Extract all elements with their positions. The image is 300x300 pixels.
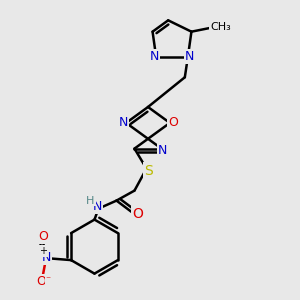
Text: N: N: [118, 116, 128, 129]
Text: N: N: [149, 50, 159, 63]
Text: N: N: [185, 50, 194, 63]
Text: O: O: [38, 230, 48, 243]
Text: S: S: [144, 164, 153, 178]
Text: O: O: [132, 207, 143, 220]
Text: H: H: [86, 196, 95, 206]
Text: N: N: [158, 144, 167, 157]
Text: N: N: [41, 250, 51, 264]
Text: ⁻: ⁻: [46, 275, 51, 285]
Text: O: O: [168, 116, 178, 129]
Text: +: +: [39, 246, 47, 256]
Text: N: N: [93, 200, 102, 213]
Text: O: O: [36, 274, 46, 288]
Text: CH₃: CH₃: [210, 22, 231, 32]
